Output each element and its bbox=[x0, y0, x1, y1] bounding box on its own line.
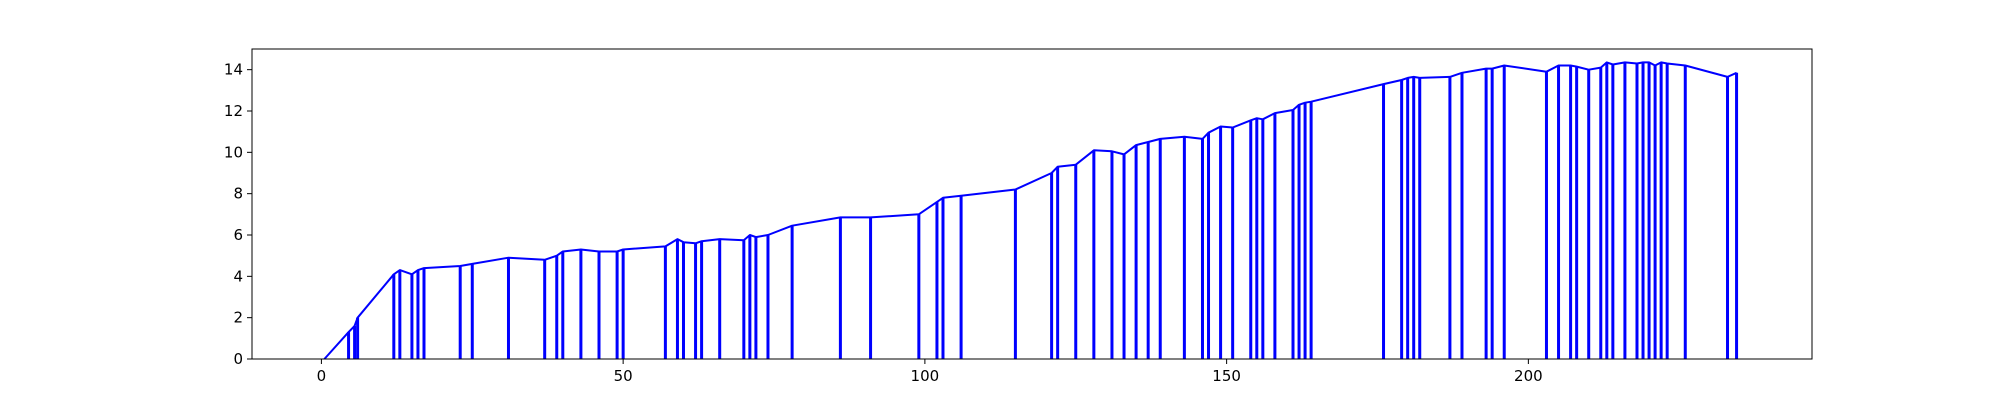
y-tick-label: 0 bbox=[233, 350, 243, 368]
plot-marks bbox=[323, 61, 1739, 360]
x-tick-label: 50 bbox=[614, 367, 633, 385]
y-tick-label: 8 bbox=[233, 185, 243, 203]
y-tick-label: 14 bbox=[224, 61, 243, 79]
y-tick-label: 10 bbox=[224, 143, 243, 161]
y-tick-label: 2 bbox=[233, 309, 243, 327]
y-tick-label: 4 bbox=[233, 267, 243, 285]
x-tick-label: 0 bbox=[317, 367, 327, 385]
x-tick-label: 100 bbox=[911, 367, 940, 385]
x-tick-label: 150 bbox=[1212, 367, 1241, 385]
series-0-line bbox=[323, 61, 1738, 360]
plot-frame bbox=[251, 48, 1813, 360]
y-tick-label: 12 bbox=[224, 102, 243, 120]
axes: 0 50 100 150 200 0 2 4 6 8 10 12 14 bbox=[224, 61, 1543, 385]
x-tick-label: 200 bbox=[1514, 367, 1543, 385]
y-tick-label: 6 bbox=[233, 226, 243, 244]
